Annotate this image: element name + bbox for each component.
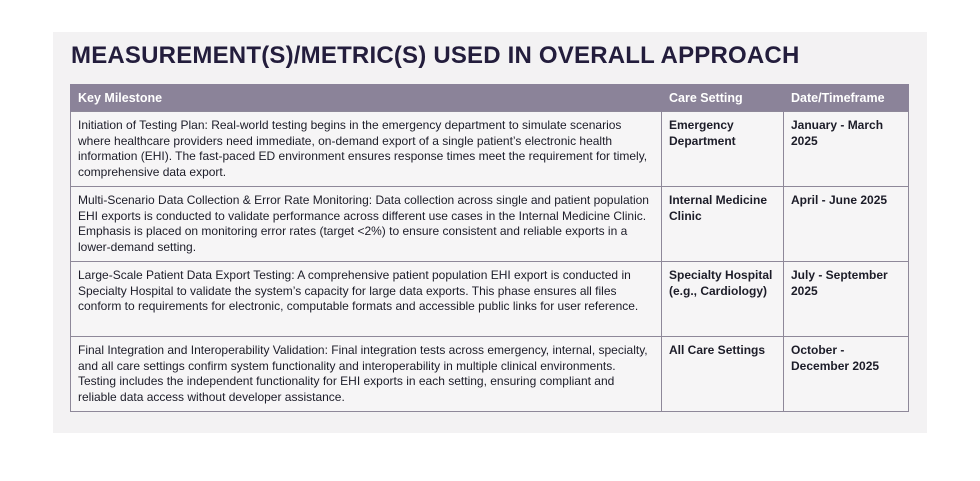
table-cell: Final Integration and Interoperability V… <box>70 336 662 412</box>
table-cell: All Care Settings <box>661 336 784 412</box>
table-cell: July - September 2025 <box>783 261 909 337</box>
table-cell: January - March 2025 <box>783 111 909 187</box>
table-row: Final Integration and Interoperability V… <box>70 336 909 412</box>
table-cell: October - December 2025 <box>783 336 909 412</box>
table-cell: Specialty Hospital (e.g., Cardiology) <box>661 261 784 337</box>
table-cell: Multi-Scenario Data Collection & Error R… <box>70 186 662 262</box>
column-header: Care Setting <box>661 84 784 112</box>
table-row: Large-Scale Patient Data Export Testing:… <box>70 261 909 337</box>
table-cell: Emergency Department <box>661 111 784 187</box>
table-cell: April - June 2025 <box>783 186 909 262</box>
table-body: Initiation of Testing Plan: Real-world t… <box>70 111 909 412</box>
table-cell: Initiation of Testing Plan: Real-world t… <box>70 111 662 187</box>
column-header: Date/Timeframe <box>783 84 909 112</box>
title: MEASUREMENT(S)/METRIC(S) USED IN OVERALL… <box>71 42 800 69</box>
table-cell: Large-Scale Patient Data Export Testing:… <box>70 261 662 337</box>
column-header: Key Milestone <box>70 84 662 112</box>
table-cell: Internal Medicine Clinic <box>661 186 784 262</box>
header-row: Key Milestone Care Setting Date/Timeframe <box>70 84 909 112</box>
table-row: Initiation of Testing Plan: Real-world t… <box>70 111 909 187</box>
milestone-table: Key Milestone Care Setting Date/Timeframe … <box>70 84 909 412</box>
table-row: Multi-Scenario Data Collection & Error R… <box>70 186 909 262</box>
panel: MEASUREMENT(S)/METRIC(S) USED IN OVERALL… <box>53 32 927 433</box>
